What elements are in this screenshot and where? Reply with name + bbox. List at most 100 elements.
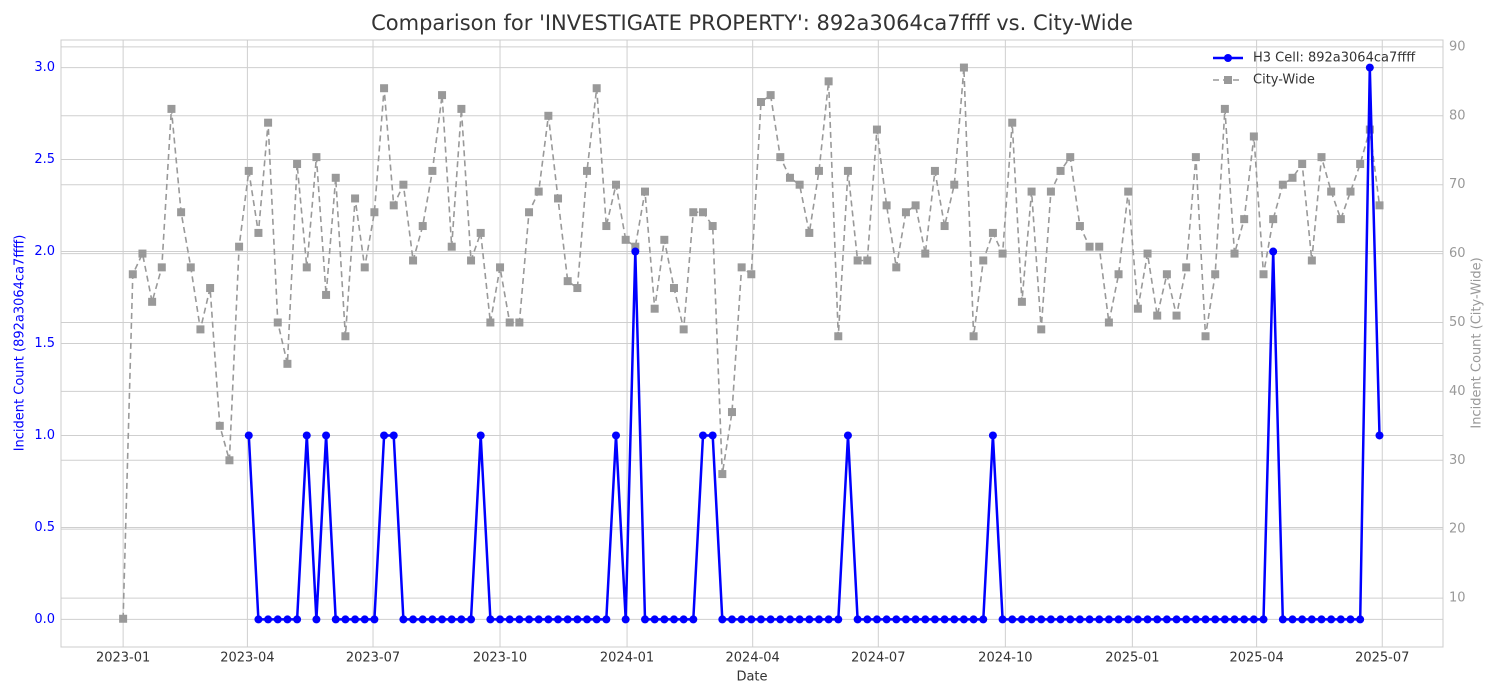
marker (747, 270, 756, 279)
marker (476, 431, 485, 440)
marker (592, 615, 601, 624)
marker (892, 615, 901, 624)
chart-title: Comparison for 'INVESTIGATE PROPERTY': 8… (371, 11, 1133, 35)
marker (515, 615, 524, 624)
x-tick-label: 2023-10 (473, 651, 527, 666)
marker (1356, 615, 1365, 624)
marker (438, 91, 447, 100)
marker (814, 615, 823, 624)
marker (756, 98, 765, 107)
marker (988, 228, 997, 237)
marker (1211, 270, 1220, 279)
marker (998, 615, 1007, 624)
marker (1095, 242, 1104, 251)
marker (805, 228, 814, 237)
marker (1336, 215, 1345, 224)
x-tick-label: 2025-07 (1355, 651, 1409, 666)
marker (1240, 615, 1249, 624)
marker (157, 263, 166, 272)
marker (1298, 160, 1307, 169)
x-tick-label: 2024-07 (851, 651, 905, 666)
marker (1259, 270, 1268, 279)
marker (573, 284, 582, 293)
marker (959, 615, 968, 624)
marker (1182, 615, 1191, 624)
marker (708, 222, 717, 231)
marker (785, 173, 794, 182)
marker (718, 470, 727, 479)
marker (940, 222, 949, 231)
marker (1191, 153, 1200, 162)
marker (206, 284, 215, 293)
y2-tick-label: 90 (1449, 39, 1466, 54)
marker (447, 615, 456, 624)
marker (554, 615, 563, 624)
marker (505, 318, 514, 327)
marker (1104, 318, 1113, 327)
marker (1307, 615, 1316, 624)
marker (805, 615, 814, 624)
y-tick-label: 0.0 (34, 612, 55, 627)
marker (544, 111, 553, 120)
marker (399, 180, 408, 189)
marker (302, 431, 311, 440)
marker (1220, 615, 1229, 624)
marker (264, 118, 273, 127)
marker (621, 615, 630, 624)
marker (563, 277, 572, 286)
marker (1317, 615, 1326, 624)
marker (244, 166, 253, 175)
marker (1375, 201, 1384, 210)
marker (534, 615, 543, 624)
marker (496, 263, 505, 272)
legend-marker (1224, 54, 1232, 62)
marker (1153, 311, 1162, 320)
marker (380, 84, 389, 93)
marker (428, 166, 437, 175)
marker (824, 77, 833, 86)
marker (1230, 249, 1239, 258)
marker (389, 431, 398, 440)
marker (544, 615, 553, 624)
marker (1327, 187, 1336, 196)
marker (293, 160, 302, 169)
marker (612, 431, 621, 440)
marker (1162, 270, 1171, 279)
marker (698, 208, 707, 217)
marker (1133, 304, 1142, 313)
marker (969, 615, 978, 624)
marker (1327, 615, 1336, 624)
y-axis-label: Incident Count (892a3064ca7ffff) (13, 235, 28, 452)
y-tick-label: 0.5 (34, 520, 55, 535)
marker (1298, 615, 1307, 624)
marker (457, 104, 466, 113)
marker (911, 201, 920, 210)
marker (901, 615, 910, 624)
marker (534, 187, 543, 196)
marker (1249, 132, 1258, 141)
marker (872, 125, 881, 134)
x-tick-label: 2023-07 (346, 651, 400, 666)
marker (1037, 615, 1046, 624)
marker (486, 615, 495, 624)
legend-label: City-Wide (1253, 73, 1315, 88)
marker (1365, 63, 1374, 72)
marker (1269, 215, 1278, 224)
marker (979, 256, 988, 265)
x-tick-label: 2024-10 (978, 651, 1032, 666)
marker (689, 615, 698, 624)
marker (370, 208, 379, 217)
marker (467, 256, 476, 265)
marker (737, 263, 746, 272)
marker (1046, 615, 1055, 624)
marker (1375, 431, 1384, 440)
marker (312, 153, 321, 162)
marker (496, 615, 505, 624)
marker (747, 615, 756, 624)
y-tick-label: 3.0 (34, 60, 55, 75)
marker (138, 249, 147, 258)
marker (351, 194, 360, 203)
marker (930, 615, 939, 624)
marker (1211, 615, 1220, 624)
marker (1201, 332, 1210, 341)
